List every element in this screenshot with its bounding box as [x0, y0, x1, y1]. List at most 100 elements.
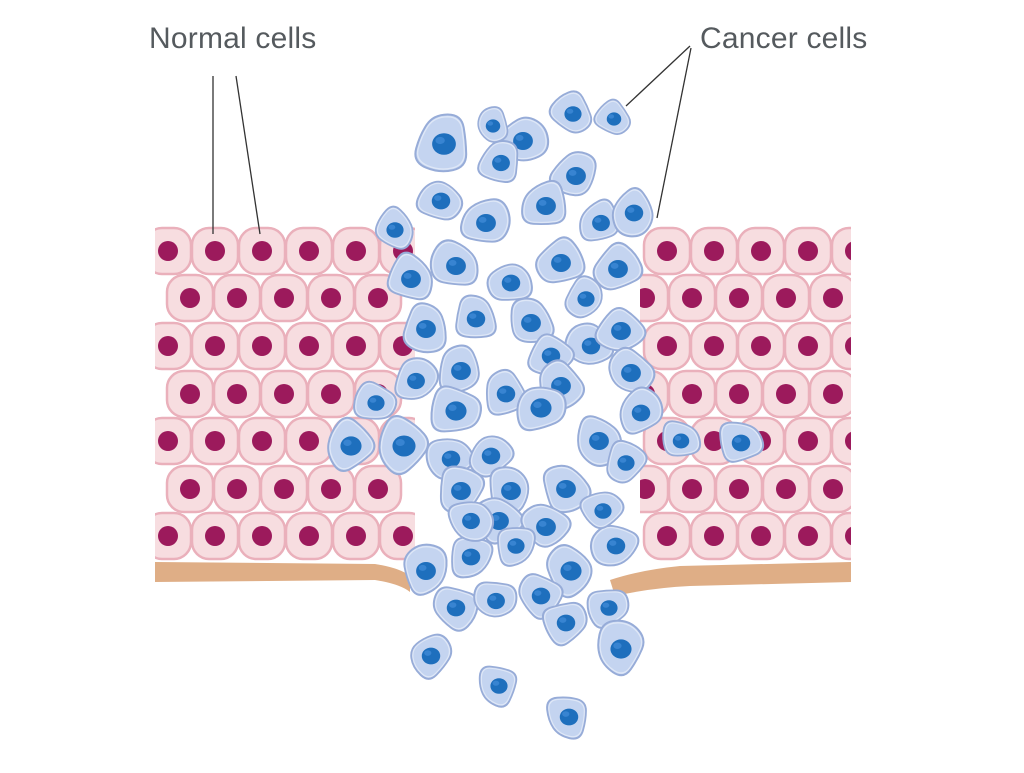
cancer-nucleus — [340, 436, 362, 456]
cancer-nucleus — [451, 362, 471, 380]
cancer-nucleus — [589, 432, 609, 450]
cancer-cell — [478, 665, 518, 708]
cancer-nucleus — [461, 548, 481, 566]
normal-cell — [642, 226, 692, 276]
normal-cell — [736, 226, 786, 276]
normal-cell — [667, 464, 717, 514]
cancer-nucleus — [432, 133, 456, 155]
normal-nucleus — [776, 288, 796, 308]
normal-cell — [155, 416, 193, 466]
normal-nucleus — [274, 384, 294, 404]
cancer-nucleus — [556, 480, 576, 498]
cancer-nucleus — [501, 482, 521, 500]
normal-nucleus — [845, 431, 851, 451]
basement-membrane — [155, 562, 851, 596]
cancer-nucleus — [617, 455, 635, 471]
normal-cell — [783, 416, 833, 466]
normal-nucleus — [252, 241, 272, 261]
cancer-cell-cluster — [327, 90, 765, 740]
normal-cell — [212, 273, 262, 323]
normal-nucleus — [657, 241, 677, 261]
cancer-cell — [516, 386, 567, 432]
cancer-cell — [546, 696, 587, 740]
normal-cell — [736, 511, 786, 561]
normal-cell — [714, 369, 764, 419]
normal-nucleus — [227, 479, 247, 499]
cancer-nucleus — [600, 600, 618, 616]
leader-line — [625, 45, 691, 107]
cancer-cell — [460, 198, 511, 243]
normal-nucleus — [657, 526, 677, 546]
normal-nucleus — [798, 336, 818, 356]
normal-cell — [714, 273, 764, 323]
normal-cell — [761, 273, 811, 323]
normal-cell — [331, 321, 381, 371]
normal-nucleus — [252, 336, 272, 356]
cancer-nucleus — [401, 270, 421, 288]
normal-nucleus — [845, 241, 851, 261]
normal-cell — [259, 464, 309, 514]
normal-cell — [808, 273, 851, 323]
normal-nucleus — [205, 526, 225, 546]
cancer-cell — [521, 179, 567, 226]
cancer-cell — [548, 151, 597, 197]
normal-cell — [331, 511, 381, 561]
cancer-cell — [594, 307, 647, 352]
normal-nucleus — [798, 526, 818, 546]
normal-nucleus — [252, 526, 272, 546]
normal-cell — [736, 321, 786, 371]
normal-cell — [331, 226, 381, 276]
normal-nucleus — [346, 241, 366, 261]
cancer-cell — [429, 239, 479, 286]
normal-cell — [642, 511, 692, 561]
normal-nucleus — [158, 241, 178, 261]
leader-line — [235, 75, 261, 235]
cancer-cell — [451, 536, 494, 579]
cancer-nucleus — [594, 503, 612, 519]
normal-cell — [190, 511, 240, 561]
normal-cell — [155, 226, 193, 276]
normal-cell — [808, 369, 851, 419]
cancer-cell — [394, 357, 440, 400]
cancer-nucleus — [367, 395, 385, 411]
normal-nucleus — [682, 479, 702, 499]
cancer-nucleus — [446, 599, 466, 617]
normal-cell — [667, 369, 717, 419]
cancer-cell — [611, 187, 654, 238]
basement-membrane-left — [155, 562, 410, 592]
normal-cell — [783, 511, 833, 561]
normal-cell — [689, 321, 739, 371]
normal-cells-label: Normal cells — [149, 22, 317, 55]
cancer-nucleus — [621, 364, 641, 382]
normal-cell — [212, 369, 262, 419]
normal-cell — [306, 464, 356, 514]
cancer-nucleus — [608, 260, 628, 278]
cancer-nucleus — [487, 592, 505, 610]
cancer-nucleus — [731, 434, 751, 452]
cancer-cell — [510, 297, 555, 344]
normal-cell — [306, 273, 356, 323]
cancer-nucleus — [551, 254, 571, 272]
normal-cell — [284, 416, 334, 466]
normal-cell — [155, 321, 193, 371]
normal-nucleus — [274, 288, 294, 308]
cancer-cell — [589, 524, 640, 567]
normal-nucleus — [657, 336, 677, 356]
cancer-nucleus — [559, 708, 579, 726]
cancer-nucleus — [421, 647, 441, 665]
normal-nucleus — [776, 384, 796, 404]
normal-nucleus — [729, 479, 749, 499]
cancer-cell — [415, 180, 464, 221]
cancer-cell — [403, 543, 448, 596]
normal-nucleus — [299, 241, 319, 261]
cancer-cell — [579, 491, 625, 529]
cancer-nucleus — [577, 291, 595, 307]
cancer-cell — [374, 205, 414, 250]
normal-cell — [353, 464, 403, 514]
cancer-nucleus — [624, 204, 644, 222]
cancer-nucleus — [610, 639, 632, 659]
normal-cell — [761, 464, 811, 514]
normal-cell — [190, 226, 240, 276]
normal-nucleus — [205, 431, 225, 451]
leader-lines — [212, 45, 692, 235]
